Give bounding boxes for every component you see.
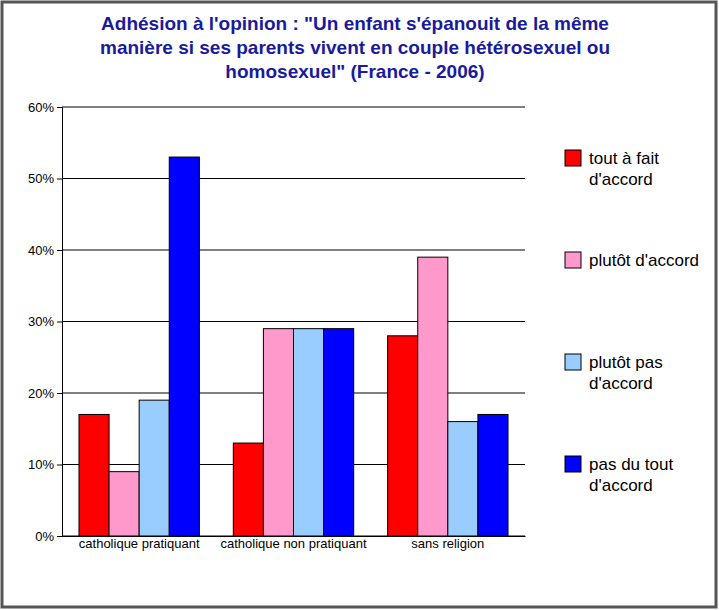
legend-swatch bbox=[565, 354, 581, 370]
bar bbox=[478, 414, 508, 536]
grid-line bbox=[62, 107, 525, 108]
grid-line bbox=[62, 321, 525, 322]
series bbox=[79, 336, 418, 536]
legend-item: tout à faitd'accord bbox=[565, 149, 659, 189]
plot-area bbox=[62, 107, 525, 536]
tick-label: 30% bbox=[28, 314, 54, 329]
tick-label: catholique pratiquant bbox=[79, 536, 200, 551]
tick-label: catholique non pratiquant bbox=[220, 536, 366, 551]
bar bbox=[233, 443, 263, 536]
tick: 40% bbox=[28, 243, 62, 258]
axis-line bbox=[57, 108, 63, 537]
grid-line bbox=[62, 250, 525, 251]
tick-mark bbox=[57, 393, 62, 394]
y-axis: 0% 10% 20% 30% 40% 50% 60% bbox=[28, 100, 63, 544]
tick: sans religion bbox=[411, 536, 484, 551]
tick-mark bbox=[57, 322, 62, 323]
legend-label: tout à faitd'accord bbox=[589, 149, 659, 189]
plot: 0% 10% 20% 30% 40% 50% 60% catholique pratiquan… bbox=[28, 100, 526, 551]
tick: 50% bbox=[28, 171, 62, 186]
bar bbox=[294, 329, 324, 536]
series bbox=[169, 157, 508, 536]
tick-mark bbox=[57, 107, 62, 108]
bar bbox=[418, 257, 448, 536]
tick: 60% bbox=[28, 100, 62, 115]
tick: 30% bbox=[28, 314, 62, 329]
grid bbox=[62, 107, 525, 536]
bars bbox=[79, 157, 508, 536]
tick: 0% bbox=[35, 529, 62, 544]
legend-label: pas du toutd'accord bbox=[589, 455, 673, 495]
bar bbox=[388, 336, 418, 536]
tick-label: 50% bbox=[28, 171, 54, 186]
tick: 10% bbox=[28, 457, 62, 472]
tick-label: 10% bbox=[28, 457, 54, 472]
legend-item: plutôt d'accord bbox=[565, 251, 699, 270]
legend-swatch bbox=[565, 456, 581, 472]
legend-swatch bbox=[565, 252, 581, 268]
series bbox=[109, 257, 448, 536]
legend-item: pas du toutd'accord bbox=[565, 455, 673, 495]
bar bbox=[324, 329, 354, 536]
tick-label: 60% bbox=[28, 100, 54, 115]
bar bbox=[109, 472, 139, 536]
tick-mark bbox=[57, 536, 62, 537]
legend-swatch bbox=[565, 150, 581, 166]
bar bbox=[79, 414, 109, 536]
title: Adhésion à l'opinion : "Un enfant s'épan… bbox=[100, 13, 610, 82]
chart: Adhésion à l'opinion : "Un enfant s'épan… bbox=[0, 0, 719, 610]
x-axis: catholique pratiquant catholique non prat… bbox=[63, 536, 526, 551]
legend-item: plutôt pasd'accord bbox=[565, 353, 663, 393]
frame bbox=[2, 2, 716, 607]
bar bbox=[169, 157, 199, 536]
tick-label: sans religion bbox=[411, 536, 484, 551]
tick-label: 20% bbox=[28, 386, 54, 401]
bar bbox=[139, 400, 169, 536]
bar bbox=[263, 329, 293, 536]
grid-line bbox=[62, 178, 525, 179]
legend-label: plutôt d'accord bbox=[589, 251, 699, 270]
tick: 20% bbox=[28, 386, 62, 401]
tick-mark bbox=[57, 179, 62, 180]
tick-label: 40% bbox=[28, 243, 54, 258]
tick: catholique pratiquant bbox=[79, 536, 200, 551]
bar bbox=[448, 422, 478, 536]
legend: tout à faitd'accord plutôt d'accord plutôt… bbox=[565, 149, 699, 495]
tick-mark bbox=[57, 250, 62, 251]
tick-label: 0% bbox=[35, 529, 54, 544]
tick-mark bbox=[57, 465, 62, 466]
tick: catholique non pratiquant bbox=[220, 536, 366, 551]
legend-label: plutôt pasd'accord bbox=[589, 353, 663, 393]
